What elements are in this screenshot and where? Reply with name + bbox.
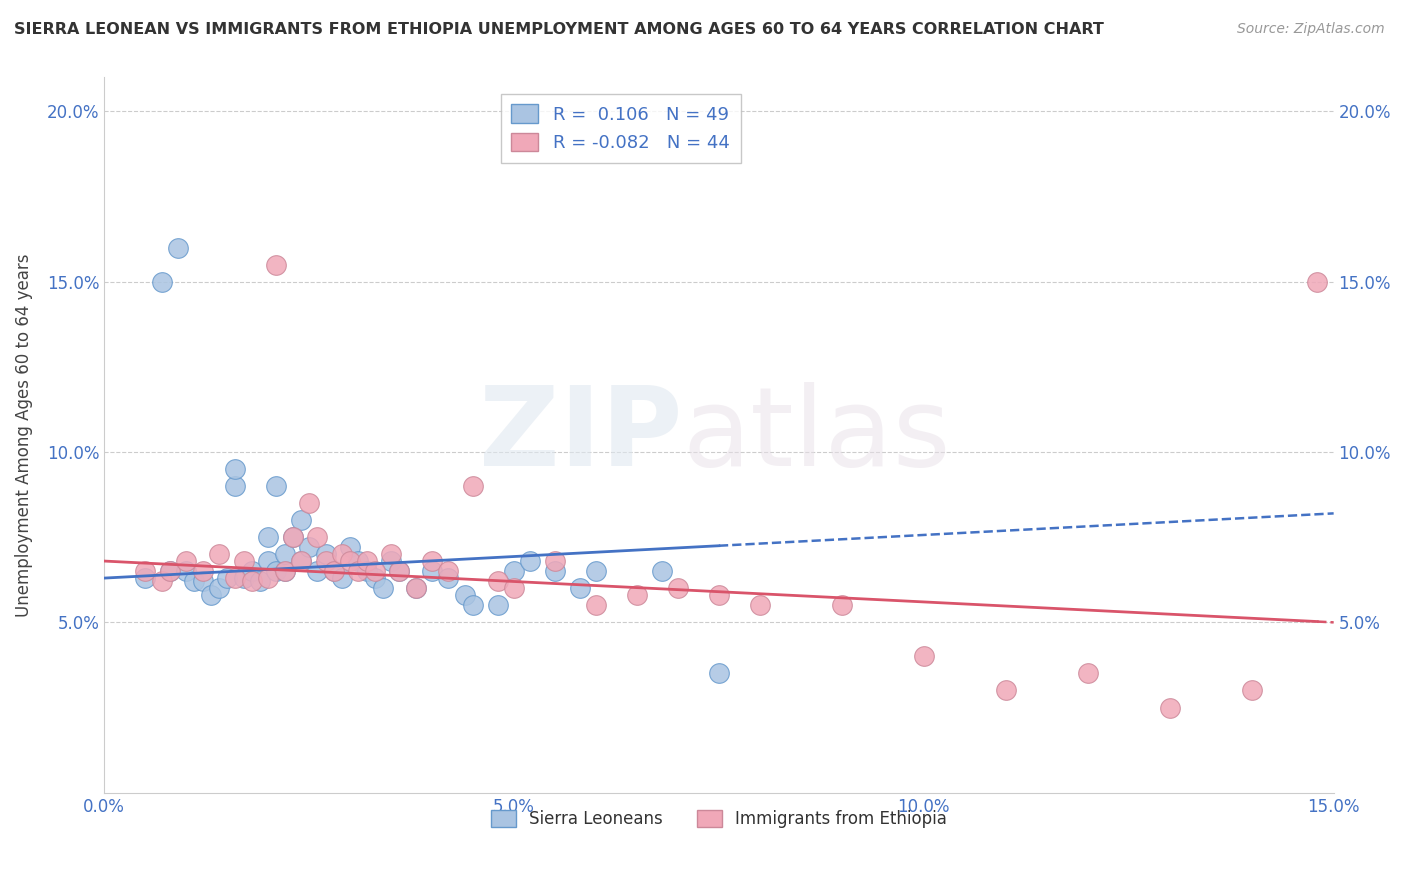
Point [568, 582, 591, 596]
Point [1159, 700, 1181, 714]
Point [454, 588, 477, 602]
Point [748, 599, 770, 613]
Point [298, 541, 321, 555]
Point [503, 582, 526, 596]
Point [437, 564, 460, 578]
Point [405, 582, 427, 596]
Point [174, 554, 197, 568]
Point [330, 571, 353, 585]
Point [339, 541, 361, 555]
Point [322, 564, 344, 578]
Point [486, 574, 509, 589]
Point [651, 564, 673, 578]
Point [307, 564, 329, 578]
Point [371, 582, 394, 596]
Point [232, 571, 254, 585]
Point [405, 582, 427, 596]
Point [503, 564, 526, 578]
Point [200, 588, 222, 602]
Point [281, 530, 304, 544]
Point [257, 571, 280, 585]
Point [266, 479, 288, 493]
Point [273, 564, 295, 578]
Point [461, 599, 484, 613]
Point [585, 599, 607, 613]
Point [290, 554, 312, 568]
Point [461, 479, 484, 493]
Point [208, 547, 231, 561]
Point [519, 554, 541, 568]
Point [380, 547, 402, 561]
Point [290, 554, 312, 568]
Point [134, 571, 156, 585]
Point [273, 564, 295, 578]
Point [666, 582, 689, 596]
Point [322, 564, 344, 578]
Point [356, 564, 378, 578]
Point [1306, 275, 1329, 289]
Point [585, 564, 607, 578]
Point [388, 564, 411, 578]
Point [347, 564, 370, 578]
Point [420, 554, 443, 568]
Point [420, 564, 443, 578]
Point [167, 241, 190, 255]
Point [315, 547, 337, 561]
Point [290, 513, 312, 527]
Point [266, 258, 288, 272]
Point [150, 574, 173, 589]
Point [544, 554, 567, 568]
Legend: Sierra Leoneans, Immigrants from Ethiopia: Sierra Leoneans, Immigrants from Ethiopi… [485, 803, 953, 834]
Point [257, 554, 280, 568]
Point [544, 564, 567, 578]
Point [240, 574, 263, 589]
Point [388, 564, 411, 578]
Point [208, 582, 231, 596]
Point [994, 683, 1017, 698]
Point [626, 588, 648, 602]
Point [1077, 666, 1099, 681]
Point [298, 496, 321, 510]
Y-axis label: Unemployment Among Ages 60 to 64 years: Unemployment Among Ages 60 to 64 years [15, 253, 32, 616]
Point [339, 554, 361, 568]
Point [380, 554, 402, 568]
Point [437, 571, 460, 585]
Point [281, 530, 304, 544]
Point [224, 462, 246, 476]
Point [273, 547, 295, 561]
Point [1240, 683, 1263, 698]
Point [240, 564, 263, 578]
Point [249, 574, 271, 589]
Point [224, 479, 246, 493]
Point [486, 599, 509, 613]
Point [364, 571, 387, 585]
Point [183, 574, 205, 589]
Point [257, 530, 280, 544]
Point [224, 571, 246, 585]
Text: Source: ZipAtlas.com: Source: ZipAtlas.com [1237, 22, 1385, 37]
Point [307, 530, 329, 544]
Text: SIERRA LEONEAN VS IMMIGRANTS FROM ETHIOPIA UNEMPLOYMENT AMONG AGES 60 TO 64 YEAR: SIERRA LEONEAN VS IMMIGRANTS FROM ETHIOP… [14, 22, 1104, 37]
Point [912, 649, 935, 664]
Point [191, 564, 214, 578]
Point [347, 554, 370, 568]
Point [191, 574, 214, 589]
Point [232, 554, 254, 568]
Text: ZIP: ZIP [478, 382, 682, 489]
Point [266, 564, 288, 578]
Point [217, 571, 239, 585]
Point [707, 666, 730, 681]
Point [159, 564, 181, 578]
Point [174, 564, 197, 578]
Point [150, 275, 173, 289]
Point [159, 564, 181, 578]
Point [134, 564, 156, 578]
Point [364, 564, 387, 578]
Point [315, 554, 337, 568]
Text: atlas: atlas [682, 382, 950, 489]
Point [707, 588, 730, 602]
Point [356, 554, 378, 568]
Point [831, 599, 853, 613]
Point [330, 547, 353, 561]
